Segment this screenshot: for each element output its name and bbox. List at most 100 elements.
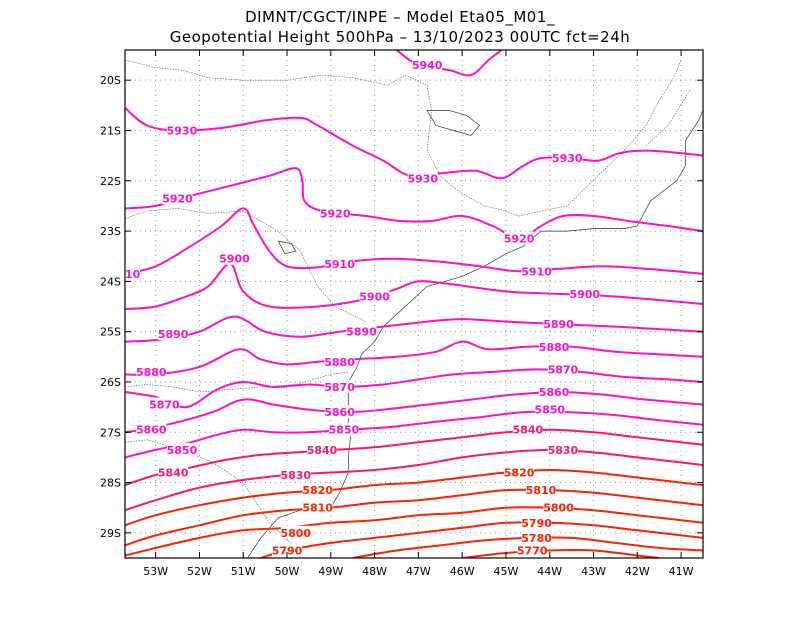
- contour-label-bg: [539, 339, 570, 353]
- state-border: [645, 90, 691, 146]
- contour-label-bg: [504, 231, 535, 245]
- x-tick-label: 49W: [318, 565, 343, 578]
- axis-ticks: 53W 52W 51W 50W 49W 48W 47W 46W 45W 44W 43W 42W 41W 2…: [100, 50, 703, 578]
- x-tick-label: 44W: [537, 565, 562, 578]
- contour-line-5810: [125, 488, 703, 547]
- contour-label: 5890: [543, 318, 574, 331]
- contour-label-bg: [569, 286, 600, 300]
- contour-label-bg: [158, 327, 189, 341]
- contour-label: 5930: [167, 124, 198, 137]
- contour-label-bg: [512, 422, 543, 436]
- lake-outline: [277, 240, 297, 255]
- contour-label: 5940: [412, 59, 443, 72]
- contour-line-5860: [125, 390, 703, 434]
- contour-label-bg: [302, 483, 333, 497]
- contour-line-5930: [125, 107, 703, 180]
- contour-label-bg: [307, 442, 338, 456]
- coastline: [247, 110, 703, 558]
- contour-label: 5860: [539, 386, 570, 399]
- contour-label-bg: [166, 123, 197, 137]
- contour-label: 5930: [407, 172, 438, 185]
- contour-label: 5840: [513, 424, 544, 437]
- contour-label: 5770: [517, 544, 548, 557]
- contour-line-5850: [125, 410, 703, 459]
- contour-label: 5830: [548, 444, 579, 457]
- contour-label-bg: [162, 191, 193, 205]
- contour-label: 5850: [534, 404, 565, 417]
- contour-label-bg: [272, 543, 303, 557]
- contour-label-bg: [125, 266, 140, 280]
- contour-line-5800: [125, 506, 703, 557]
- contour-label-bg: [166, 442, 197, 456]
- contour-label: 5790: [521, 517, 552, 530]
- contour-line-5790: [260, 521, 703, 558]
- y-tick-label: 29S: [100, 527, 121, 540]
- y-tick-label: 23S: [100, 225, 121, 238]
- plot-area: [125, 50, 703, 558]
- x-tick-label: 51W: [231, 565, 256, 578]
- contour-label: 5900: [569, 288, 600, 301]
- contour-label: 5860: [324, 406, 355, 419]
- x-tick-label: 53W: [143, 565, 168, 578]
- contour-label: 5920: [162, 192, 193, 205]
- contour-label-bg: [547, 362, 578, 376]
- x-tick-label: 50W: [275, 565, 300, 578]
- contour-line-5900: [125, 262, 703, 310]
- contour-label-bg: [543, 317, 574, 331]
- contour-label: 5880: [136, 366, 167, 379]
- contour-label-bg: [324, 256, 355, 270]
- contour-label-bg: [525, 483, 556, 497]
- contour-label: 5840: [307, 444, 338, 457]
- contour-label: 5900: [359, 290, 390, 303]
- contour-label: 5780: [521, 532, 552, 545]
- contour-label: 5920: [320, 207, 351, 220]
- contour-label: 5820: [302, 484, 333, 497]
- contour-label-bg: [136, 422, 167, 436]
- y-tick-label: 21S: [100, 124, 121, 137]
- contour-label-bg: [539, 385, 570, 399]
- contour-label-bg: [552, 151, 583, 165]
- contour-label-bg: [521, 264, 552, 278]
- contour-label: 5910: [324, 258, 355, 271]
- contour-label: 5890: [346, 326, 377, 339]
- contour-label: 5850: [329, 424, 360, 437]
- contour-label: 5800: [543, 502, 574, 515]
- x-tick-label: 45W: [494, 565, 519, 578]
- x-tick-label: 52W: [187, 565, 212, 578]
- contour-label: 5900: [219, 253, 250, 266]
- contour-label-bg: [504, 465, 535, 479]
- y-tick-label: 28S: [100, 477, 121, 490]
- contour-label-bg: [280, 525, 311, 539]
- contour-label: 5820: [504, 466, 535, 479]
- chart-title-line1: DIMNT/CGCT/INPE – Model Eta05_M01_: [245, 8, 555, 27]
- contour-label: 5870: [548, 363, 579, 376]
- contour-label-bg: [407, 171, 438, 185]
- contour-label-bg: [534, 402, 565, 416]
- x-tick-label: 47W: [406, 565, 431, 578]
- contour-label-bg: [328, 422, 359, 436]
- contour-label: 5910: [521, 265, 552, 278]
- contour-label-bg: [517, 543, 548, 557]
- contour-label: 5850: [167, 444, 198, 457]
- y-tick-label: 26S: [100, 376, 121, 389]
- contour-label: 5810: [302, 502, 333, 515]
- contour-line-5830: [125, 448, 703, 512]
- contour-label: 5880: [324, 356, 355, 369]
- contour-label-bg: [136, 364, 167, 378]
- state-border: [125, 59, 682, 217]
- contour-label: 5830: [280, 469, 311, 482]
- contour-label-bg: [521, 530, 552, 544]
- chart-title-line2: Geopotential Height 500hPa – 13/10/2023 …: [170, 28, 631, 46]
- contour-label: 5920: [504, 233, 535, 246]
- contour-label: 5930: [552, 152, 583, 165]
- contour-line-5920: [125, 167, 703, 240]
- y-tick-label: 24S: [100, 275, 121, 288]
- contour-label-bg: [324, 405, 355, 419]
- state-border: [125, 208, 366, 322]
- contour-label-bg: [158, 465, 189, 479]
- plot-frame: [124, 49, 704, 559]
- contour-line-5870: [125, 368, 703, 409]
- contour-lines: [125, 50, 703, 558]
- contour-label-bg: [359, 289, 390, 303]
